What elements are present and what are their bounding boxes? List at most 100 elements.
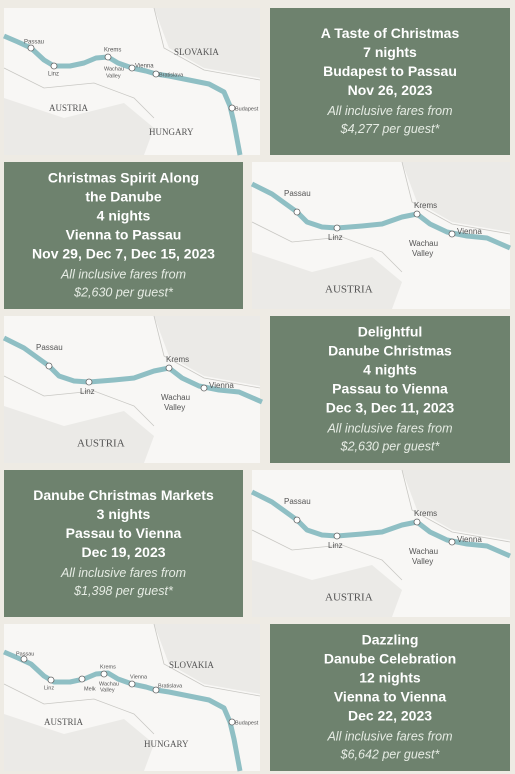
city-dot	[448, 538, 456, 546]
tour-card	[4, 470, 243, 617]
city-label: Krems	[100, 664, 116, 670]
city-dot	[200, 384, 208, 392]
river	[250, 181, 511, 251]
card-line: the Danube	[85, 189, 161, 205]
river	[2, 335, 263, 405]
city-dot	[448, 230, 456, 238]
card-line: Dec 3, Dec 11, 2023	[326, 400, 455, 416]
city-label: Vienna	[457, 227, 482, 236]
city-dot	[128, 680, 136, 688]
city-label: Passau	[16, 651, 34, 657]
city-label: Krems	[414, 201, 437, 210]
card-line: Passau to Vienna	[66, 525, 182, 541]
map-region	[252, 252, 402, 309]
country-label: SLOVAKIA	[169, 660, 214, 670]
map-region	[402, 470, 510, 540]
fare-line: All inclusive fares from	[60, 566, 186, 580]
fare-line: $6,642 per guest*	[340, 747, 441, 761]
country-label: AUSTRIA	[44, 717, 84, 727]
city-dot	[413, 518, 421, 526]
city-label: Wachau	[409, 239, 438, 248]
city-label: Vienna	[457, 535, 482, 544]
city-dot	[47, 676, 55, 684]
country-label: HUNGARY	[149, 127, 194, 137]
city-label: Valley	[106, 73, 121, 79]
city-dot	[85, 378, 93, 386]
city-label: Vienna	[135, 64, 154, 70]
border	[3, 623, 261, 735]
city-label: Wachau	[99, 681, 119, 687]
map-region	[4, 98, 154, 155]
city-dot	[165, 364, 173, 372]
city-dot	[293, 208, 301, 216]
map-region	[4, 406, 154, 463]
fare-line: $1,398 per guest*	[73, 584, 174, 598]
border	[3, 315, 261, 427]
map-region	[154, 624, 260, 694]
city-dot	[152, 70, 160, 78]
fare-line: All inclusive fares from	[326, 421, 452, 435]
city-label: Valley	[100, 687, 115, 693]
city-dot	[50, 62, 58, 70]
card-line: Dazzling	[362, 632, 419, 648]
city-label: Linz	[80, 387, 95, 396]
city-dot	[45, 362, 53, 370]
city-label: Passau	[284, 189, 311, 198]
city-label: Budapest	[235, 720, 259, 726]
city-label: Bratislava	[159, 72, 184, 78]
country-label: AUSTRIA	[77, 438, 125, 450]
river	[250, 489, 511, 559]
city-label: Passau	[24, 40, 44, 46]
city-label: Krems	[166, 355, 189, 364]
card-line: 4 nights	[97, 208, 151, 224]
city-label: Valley	[412, 557, 433, 566]
city-label: Wachau	[161, 393, 190, 402]
card-line: Vienna to Vienna	[334, 689, 447, 705]
fare-line: All inclusive fares from	[326, 729, 452, 743]
tour-card	[270, 8, 510, 155]
city-label: Melk	[84, 686, 96, 692]
card-line: Vienna to Passau	[66, 227, 182, 243]
city-label: Passau	[36, 343, 63, 352]
card-line: Nov 26, 2023	[348, 82, 433, 98]
city-label: Linz	[328, 541, 343, 550]
country-label: AUSTRIA	[325, 592, 373, 604]
city-dot	[78, 675, 86, 683]
city-label: Vienna	[130, 674, 148, 680]
city-label: Valley	[164, 403, 185, 412]
city-label: Passau	[284, 497, 311, 506]
country-label: HUNGARY	[144, 739, 189, 749]
card-line: 7 nights	[363, 44, 417, 60]
city-label: Wachau	[104, 66, 124, 72]
border	[251, 161, 511, 273]
card-line: Budapest to Passau	[323, 63, 457, 79]
river	[3, 649, 243, 772]
map-region	[4, 714, 154, 771]
map-region	[154, 8, 260, 78]
map-region	[402, 162, 510, 232]
city-label: Linz	[48, 72, 59, 78]
city-dot	[100, 670, 108, 678]
card-line: A Taste of Christmas	[321, 25, 460, 41]
card-line: 4 nights	[363, 362, 417, 378]
city-dot	[333, 224, 341, 232]
tour-card	[4, 162, 243, 309]
border	[251, 469, 511, 581]
city-dot	[413, 210, 421, 218]
city-label: Krems	[414, 509, 437, 518]
card-line: Delightful	[358, 324, 423, 340]
fare-line: $4,277 per guest*	[340, 122, 441, 136]
card-line: Dec 22, 2023	[348, 708, 432, 724]
city-label: Valley	[412, 249, 433, 258]
card-line: Passau to Vienna	[332, 381, 448, 397]
city-dot	[152, 686, 160, 694]
tour-card	[270, 316, 510, 463]
border	[3, 7, 261, 119]
city-label: Budapest	[235, 106, 259, 112]
fare-line: All inclusive fares from	[60, 267, 186, 281]
card-line: 12 nights	[359, 670, 421, 686]
city-dot	[20, 655, 28, 663]
city-dot	[228, 718, 236, 726]
